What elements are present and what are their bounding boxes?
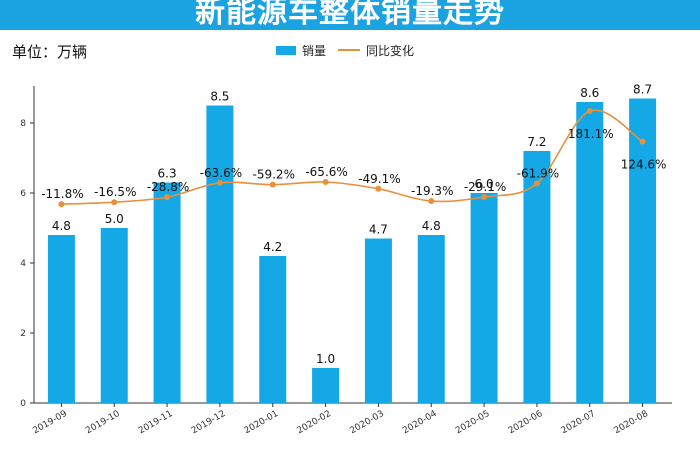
yoy-point [375,185,382,192]
bar [470,193,498,403]
yoy-value-label: -16.5% [94,185,136,199]
x-tick-label: 2019-11 [137,409,175,436]
legend: 销量 同比变化 [276,42,426,58]
y-tick-label: 0 [20,399,26,409]
legend-label-yoy: 同比变化 [366,43,415,58]
bar-value-label: 6.3 [158,167,177,181]
bar [364,238,392,403]
yoy-point [269,181,276,188]
y-tick-label: 2 [20,329,26,339]
bar [100,228,128,403]
legend-bar-swatch [276,45,296,55]
x-tick-label: 2020-07 [560,409,598,436]
y-tick-label: 4 [20,259,26,269]
bar [312,368,340,403]
bar-value-label: 8.6 [580,86,599,100]
y-tick-label: 6 [20,189,26,199]
title-banner: 新能源车整体销量走势 [0,0,700,30]
bar-value-label: 8.7 [633,83,652,97]
chart-title: 新能源车整体销量走势 [195,0,505,30]
yoy-value-label: -65.6% [305,165,347,179]
bar [153,182,181,403]
bar-value-label: 4.8 [52,219,71,233]
legend-line-swatch [338,49,361,51]
x-tick-label: 2020-05 [454,409,492,436]
bar [629,98,657,403]
unit-label: 单位：万辆 [12,43,88,61]
yoy-point [216,179,223,186]
yoy-point [58,201,65,208]
bar-value-label: 8.5 [210,90,229,104]
yoy-value-label: -59.2% [253,168,295,182]
x-tick-label: 2020-06 [507,409,545,437]
bar-value-label: 6.0 [475,177,494,191]
x-tick-label: 2020-04 [401,409,439,437]
yoy-point [322,179,329,185]
yoy-value-label: -11.8% [41,187,83,201]
bar [259,256,287,403]
yoy-point [428,198,435,205]
x-tick-label: 2019-12 [190,409,228,436]
yoy-value-label: -63.6% [200,166,242,180]
legend-item-yoy: 同比变化 [338,42,414,59]
bar-value-label: 4.2 [263,240,282,254]
bar-value-label: 5.0 [105,212,124,226]
x-tick-label: 2020-08 [613,409,651,437]
yoy-point [533,180,540,187]
bar-value-label: 4.7 [369,223,388,237]
x-tick-label: 2019-10 [84,409,122,437]
yoy-point [111,199,118,206]
bar-value-label: 4.8 [422,219,441,233]
yoy-point [164,194,171,201]
bar [47,235,75,403]
yoy-value-label: 181.1% [568,127,614,141]
yoy-point [481,194,488,201]
legend-item-sales: 销量 [276,42,326,59]
yoy-value-label: -28.8% [147,180,189,194]
yoy-value-label: -29.1% [464,180,506,194]
yoy-value-label: 124.6% [621,158,667,172]
x-tick-label: 2020-02 [296,409,334,436]
y-tick-label: 8 [20,119,26,129]
legend-label-sales: 销量 [302,43,327,58]
yoy-value-label: -19.3% [411,184,453,198]
bar [417,235,445,403]
yoy-point [586,108,593,114]
bar [576,102,604,403]
yoy-value-label: -49.1% [358,172,400,186]
x-tick-label: 2020-01 [243,409,281,436]
bar-value-label: 7.2 [527,135,546,149]
bar-value-label: 1.0 [316,352,335,366]
yoy-value-label: -61.9% [517,167,559,181]
bar [523,151,551,403]
yoy-point [639,138,646,145]
x-tick-label: 2020-03 [348,409,386,436]
bar [206,105,234,403]
x-tick-label: 2019-09 [31,409,69,437]
